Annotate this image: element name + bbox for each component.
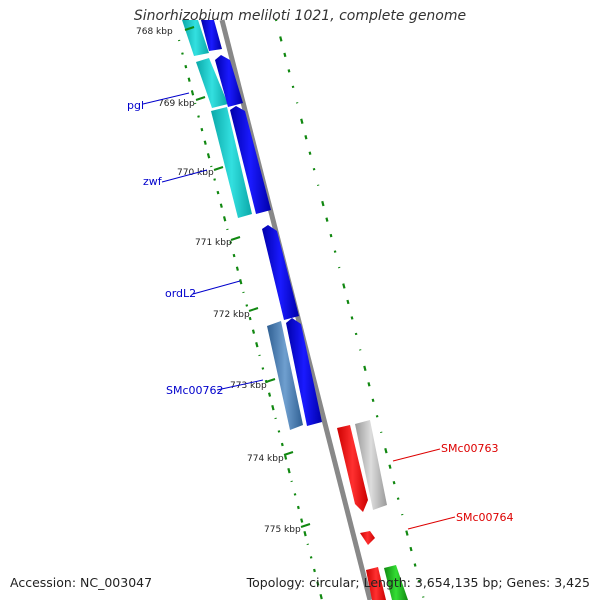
gc-dot-inner	[300, 518, 304, 523]
tick-label-775: 775 kbp	[264, 525, 301, 535]
gc-dot-inner	[235, 266, 239, 271]
cds-red-bottom[interactable]	[366, 567, 386, 600]
gc-dot-outer	[308, 151, 312, 155]
gene-label-zwf[interactable]: zwf	[143, 175, 163, 188]
gc-dot-inner	[303, 530, 307, 537]
leader-smc00762	[216, 379, 264, 391]
cds-red-smc00764[interactable]	[360, 531, 375, 545]
feature-cyan-zwf[interactable]	[211, 107, 252, 218]
gc-dot-inner	[200, 127, 204, 132]
gc-dot-inner	[216, 190, 220, 195]
feature-steel-smc00762[interactable]	[267, 321, 303, 430]
gc-dot-inner	[296, 505, 300, 510]
gc-dot-inner	[184, 64, 188, 69]
cds-blue-1[interactable]	[201, 20, 222, 51]
scale-ticks	[184, 26, 311, 528]
gc-dot-outer	[304, 135, 308, 140]
gc-dot-inner	[313, 568, 316, 573]
gc-dot-outer	[388, 464, 392, 469]
gc-dot-inner	[319, 593, 323, 600]
leader-ordl2	[192, 280, 241, 295]
gc-dot-inner	[287, 467, 291, 474]
gc-dot-inner	[190, 90, 195, 96]
gc-dot-inner	[206, 153, 211, 159]
tick-label-773: 773 kbp	[230, 381, 267, 391]
gc-dot-inner	[267, 392, 272, 397]
cds-blue-ordl2[interactable]	[262, 225, 299, 320]
leader-smc00763	[392, 448, 441, 462]
gc-dot-inner	[203, 140, 207, 145]
feature-grey-smc00763[interactable]	[355, 420, 387, 510]
gc-dot-outer	[283, 52, 287, 58]
gc-dot-outer	[300, 118, 304, 124]
gc-dot-inner	[222, 216, 227, 222]
accession-text: Accession: NC_003047	[10, 575, 153, 590]
gc-dot-inner	[280, 442, 284, 447]
genome-summary-text: Topology: circular; Length: 3,654,135 bp…	[246, 575, 590, 590]
gc-dot-inner	[271, 405, 275, 411]
gene-label-smc00762[interactable]: SMc00762	[166, 384, 224, 397]
cds-red-smc00763[interactable]	[337, 425, 368, 512]
gc-dot-outer	[409, 546, 413, 552]
gc-dot-outer	[329, 233, 333, 238]
gc-dot-outer	[287, 69, 291, 73]
gene-label-pgl[interactable]: pgl	[127, 99, 144, 112]
tick-label-771: 771 kbp	[195, 238, 232, 248]
gc-dot-outer	[321, 200, 325, 207]
gc-dot-outer	[346, 299, 350, 305]
gc-content-track	[177, 19, 425, 600]
gc-dot-outer	[363, 365, 367, 372]
gene-label-smc00764[interactable]: SMc00764	[456, 511, 514, 524]
cds-blue-smc00762[interactable]	[286, 318, 322, 426]
gc-dot-outer	[413, 563, 417, 567]
gc-dot-outer	[371, 398, 375, 403]
feature-green-bottom[interactable]	[384, 565, 408, 600]
gc-dot-outer	[350, 316, 354, 320]
leader-smc00764	[407, 516, 456, 530]
gc-dot-outer	[367, 382, 371, 387]
gc-dot-outer	[384, 448, 388, 454]
tick-label-774: 774 kbp	[247, 454, 284, 464]
cds-blue-zwf[interactable]	[230, 106, 271, 214]
gc-dot-inner	[187, 77, 191, 82]
feature-cyan-pgl[interactable]	[196, 58, 228, 108]
gc-dot-inner	[219, 203, 223, 208]
gc-dot-inner	[284, 455, 288, 460]
gc-dot-inner	[248, 316, 252, 321]
leader-zwf	[161, 169, 208, 183]
cds-blue-pgl[interactable]	[215, 55, 243, 107]
tick-label-768: 768 kbp	[136, 27, 173, 37]
leader-pgl	[142, 92, 190, 105]
gc-dot-inner	[255, 342, 259, 348]
gc-dot-inner	[251, 329, 256, 334]
tick-label-769: 769 kbp	[158, 99, 195, 109]
map-title: Sinorhizobium meliloti 1021, complete ge…	[133, 8, 467, 24]
gc-dot-outer	[279, 36, 283, 42]
gc-dot-inner	[316, 581, 320, 586]
gene-label-smc00763[interactable]: SMc00763	[441, 442, 499, 455]
gc-dot-inner	[232, 253, 236, 258]
gene-label-ordl2[interactable]: ordL2	[165, 287, 196, 300]
gc-dot-outer	[405, 530, 409, 536]
gc-dot-outer	[325, 217, 329, 222]
tick-label-772: 772 kbp	[213, 310, 250, 320]
gc-dot-inner	[239, 279, 243, 285]
gc-dot-outer	[392, 480, 396, 485]
gc-dot-outer	[342, 283, 346, 289]
